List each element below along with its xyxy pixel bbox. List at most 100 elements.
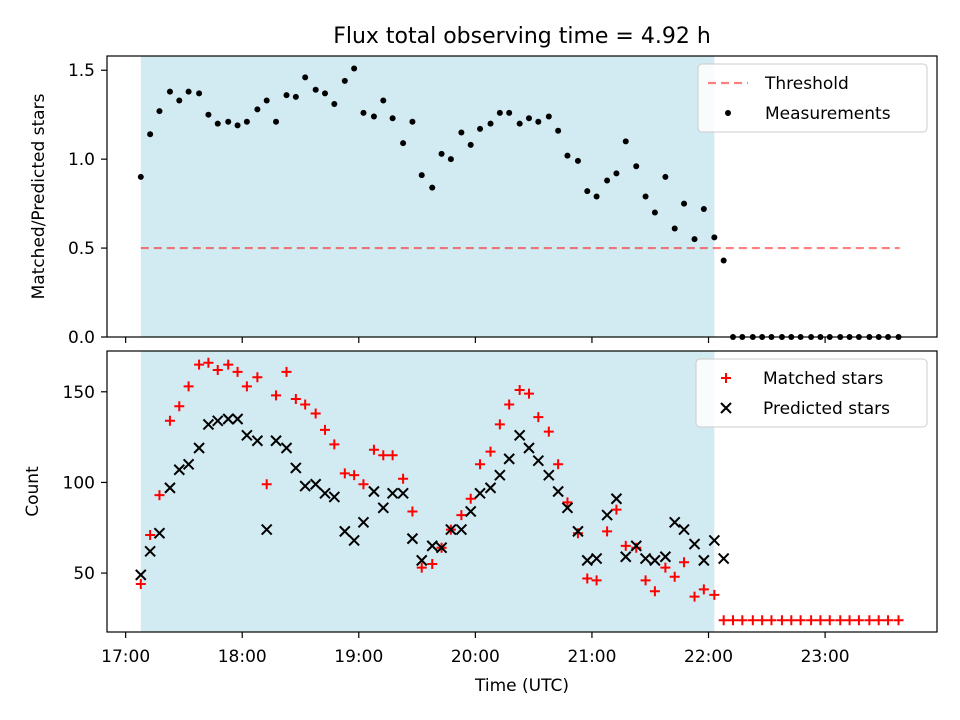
matched-star-point — [795, 615, 806, 626]
matched-star-point — [290, 394, 301, 405]
predicted-star-point — [581, 554, 593, 567]
matched-star-point — [514, 384, 525, 395]
predicted-star-point — [182, 458, 195, 471]
matched-star-point — [737, 615, 748, 626]
bottom-panel: 50 100 150 17:00 18:00 19:00 20:00 21:00 22:00 23… — [23, 350, 938, 667]
legend-matched-swatch — [721, 373, 731, 383]
predicted-star-point — [397, 487, 409, 500]
matched-star-point — [864, 615, 875, 626]
predicted-star-point — [309, 478, 322, 490]
matched-star-point — [310, 408, 321, 419]
measurement-point — [166, 88, 173, 95]
measurement-point — [691, 236, 698, 243]
matched-star-point — [806, 615, 817, 626]
x-tick-label: 22:00 — [684, 647, 733, 667]
bottom-axes-frame — [106, 350, 938, 633]
measurement-point — [438, 150, 445, 157]
matched-star-point — [853, 615, 864, 626]
predicted-star-point — [639, 552, 652, 565]
predicted-star-point — [319, 487, 331, 500]
predicted-star-point — [561, 502, 574, 514]
matched-star-point — [631, 542, 642, 553]
y-tick-label: 100 — [63, 473, 95, 493]
x-tick-label: 19:00 — [334, 647, 383, 667]
measurement-point — [196, 90, 203, 97]
predicted-star-point — [620, 551, 632, 563]
measurement-point — [487, 120, 494, 127]
predicted-star-point — [445, 523, 457, 536]
predicted-star-point — [484, 482, 497, 494]
measurement-point — [574, 157, 581, 164]
predicted-star-point — [368, 485, 380, 498]
matched-star-point — [135, 578, 146, 589]
measurement-point — [622, 138, 629, 145]
matched-star-point — [416, 562, 427, 573]
matched-star-point — [718, 615, 729, 626]
measurement-point — [205, 111, 212, 118]
measurement-point — [234, 122, 241, 129]
matched-star-point — [620, 540, 631, 551]
bottom-legend: Matched stars Predicted stars — [695, 358, 928, 428]
predicted-star-point — [202, 418, 215, 431]
matched-star-point — [174, 401, 185, 412]
measurement-point — [409, 118, 416, 125]
series-matched-stars — [135, 357, 904, 626]
predicted-star-point — [532, 454, 545, 467]
predicted-star-point — [590, 552, 603, 565]
predicted-star-point — [153, 527, 166, 539]
matched-star-point — [465, 493, 476, 504]
top-legend-box — [697, 63, 928, 133]
measurement-point — [341, 77, 348, 84]
bottom-points-layer — [135, 357, 904, 626]
matched-star-point — [815, 615, 826, 626]
predicted-star-point — [601, 509, 613, 521]
predicted-star-point — [503, 453, 515, 465]
y-tick-label: 0.5 — [68, 239, 95, 259]
measurement-point — [331, 101, 338, 108]
measurement-point — [176, 97, 183, 104]
matched-star-point — [757, 615, 768, 626]
predicted-star-point — [251, 435, 264, 447]
matched-star-point — [679, 557, 690, 568]
predicted-star-point — [260, 523, 273, 536]
predicted-star-point — [649, 554, 661, 567]
predicted-star-point — [348, 534, 360, 547]
y-tick-label: 1.5 — [68, 61, 95, 81]
matched-star-point — [766, 615, 777, 626]
matched-star-point — [669, 571, 680, 582]
matched-star-point — [543, 426, 554, 437]
predicted-star-point — [474, 487, 486, 500]
predicted-star-point — [630, 540, 642, 552]
top-y-axis-label: Matched/Predicted stars — [29, 93, 49, 299]
predicted-star-point — [357, 516, 370, 529]
matched-star-point — [660, 562, 671, 573]
y-tick-label: 1.0 — [68, 150, 95, 170]
top-legend: Threshold Measurements — [697, 63, 928, 133]
matched-star-point — [194, 359, 205, 370]
matched-star-point — [572, 528, 583, 539]
matched-star-point — [883, 615, 894, 626]
predicted-star-point — [173, 464, 185, 476]
matched-star-point — [698, 584, 709, 595]
matched-star-point — [893, 615, 904, 626]
predicted-star-point — [659, 551, 672, 563]
matched-star-point — [261, 479, 272, 490]
legend-predicted-stars-label: Predicted stars — [763, 399, 890, 419]
matched-star-point — [223, 359, 234, 370]
bottom-shaded-span — [140, 351, 715, 632]
predicted-star-point — [212, 415, 224, 427]
bottom-shade-region — [140, 351, 715, 632]
predicted-star-point — [222, 413, 234, 425]
matched-star-point — [494, 419, 505, 430]
measurement-point — [593, 193, 600, 200]
matched-star-point — [203, 357, 214, 368]
series-predicted-stars — [135, 413, 730, 581]
predicted-star-point — [455, 523, 468, 536]
top-shade-region — [140, 56, 715, 337]
top-axes-layer: 0.0 0.5 1.0 1.5 Matched/Predicted stars — [29, 55, 938, 348]
matched-star-point — [824, 615, 835, 626]
matched-star-point — [873, 615, 884, 626]
measurement-point — [312, 86, 319, 93]
measurement-point — [400, 140, 407, 147]
matched-star-point — [727, 615, 738, 626]
